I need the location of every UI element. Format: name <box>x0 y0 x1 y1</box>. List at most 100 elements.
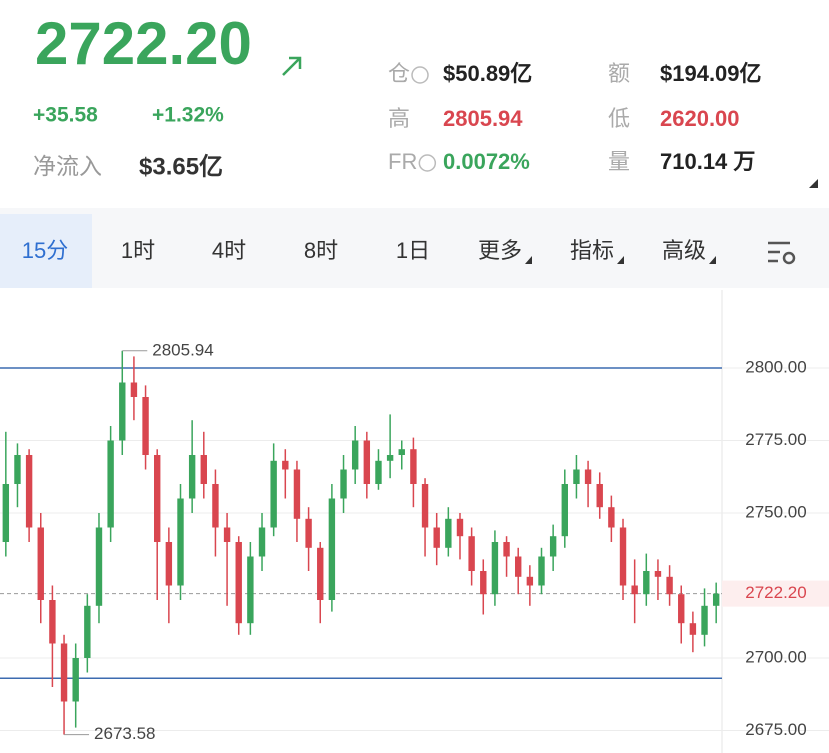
last-price-box <box>722 580 829 607</box>
tab[interactable]: 更多 <box>478 238 522 263</box>
candle-body <box>223 527 231 542</box>
stat-value: 0.0072% <box>443 149 530 174</box>
last-price-label: 2722.20 <box>745 583 806 602</box>
candle-body <box>25 455 33 528</box>
candle-body <box>678 594 685 624</box>
candle-body <box>584 469 592 484</box>
stat-value: $194.09亿 <box>660 61 762 86</box>
stat-value: 2620.00 <box>660 106 740 131</box>
candle-body <box>235 542 242 624</box>
y-tick-label: 2675.00 <box>745 720 806 739</box>
tab[interactable]: 15分 <box>22 238 68 263</box>
candle-body <box>456 518 464 537</box>
candle-body <box>107 440 114 528</box>
price: 2722.20 <box>35 10 252 77</box>
stat-value: 2805.94 <box>443 106 523 131</box>
candle-body <box>37 527 44 600</box>
tab-bar <box>0 208 829 288</box>
candle-body <box>200 455 207 484</box>
y-tick-label: 2750.00 <box>745 502 806 521</box>
stat-label: 额 <box>608 61 630 86</box>
stat-label: 量 <box>608 149 630 174</box>
candle-body <box>60 643 68 702</box>
stat-value: 710.14 万 <box>660 149 755 174</box>
candle-body <box>433 527 440 548</box>
candle-body <box>712 593 720 606</box>
candle-body <box>596 484 603 508</box>
candle-body <box>165 542 173 586</box>
low-annotation: 2673.58 <box>94 724 155 743</box>
y-tick-label: 2800.00 <box>745 357 806 376</box>
candle-body <box>386 455 394 461</box>
tab[interactable]: 1日 <box>396 238 430 263</box>
candle-body <box>363 440 371 484</box>
candle-body <box>375 460 382 484</box>
candle-body <box>561 484 568 537</box>
stat-label: 高 <box>388 106 410 131</box>
candle-body <box>445 518 452 548</box>
y-tick-label: 2775.00 <box>745 430 806 449</box>
info-icon <box>418 154 437 172</box>
candle-body <box>212 484 219 528</box>
candle-body <box>142 397 149 455</box>
candle-body <box>689 623 697 635</box>
candle-body <box>177 498 184 586</box>
net-inflow-label: 净流入 <box>33 153 102 179</box>
candle-body <box>49 600 56 644</box>
info-icon <box>411 66 429 84</box>
change: +35.58 <box>33 104 98 127</box>
candle-body <box>549 536 557 557</box>
candle-body <box>154 455 161 542</box>
dropdown-triangle <box>525 256 533 264</box>
up-arrow <box>282 56 302 76</box>
change-pct: +1.32% <box>152 104 224 127</box>
candle-body <box>340 469 347 499</box>
tab[interactable]: 1时 <box>121 238 155 263</box>
candle-body <box>188 455 196 499</box>
candle-body <box>643 571 650 595</box>
candle-body <box>72 658 79 702</box>
stat-label: FR <box>388 149 417 174</box>
candle-body <box>317 547 324 600</box>
candle-body <box>654 571 662 577</box>
stat-label: 仓 <box>388 61 410 86</box>
candle-body <box>2 484 10 542</box>
tab[interactable]: 4时 <box>212 238 246 263</box>
candle-body <box>468 536 475 571</box>
settings-icon[interactable] <box>768 241 796 265</box>
candle-body <box>573 469 580 484</box>
candle-body <box>515 556 522 577</box>
candle-body <box>84 605 91 658</box>
candle-body <box>526 576 534 586</box>
net-inflow: $3.65亿 <box>139 153 223 180</box>
candle-body <box>480 571 487 595</box>
expand-corner <box>809 179 818 188</box>
candle-body <box>666 576 673 595</box>
stat-value: $50.89亿 <box>443 61 532 86</box>
y-tick-label: 2700.00 <box>745 647 806 666</box>
candle-body <box>491 542 499 595</box>
candle-body <box>258 527 266 557</box>
stat-label: 低 <box>608 106 630 131</box>
candle-body <box>130 382 138 397</box>
candle-body <box>421 484 429 528</box>
tab[interactable]: 8时 <box>304 238 338 263</box>
candle-body <box>14 455 21 484</box>
candle-body <box>619 527 627 586</box>
candle-body <box>305 518 312 548</box>
candle-body <box>398 449 405 455</box>
candle-body <box>270 460 277 528</box>
candle-body <box>503 542 510 557</box>
candle-body <box>351 440 359 470</box>
dropdown-triangle <box>709 256 717 264</box>
candle-body <box>328 498 336 600</box>
tab[interactable]: 指标 <box>570 238 614 263</box>
candle-body <box>608 507 615 528</box>
dropdown-triangle <box>617 256 625 264</box>
active-tab-bg <box>0 214 92 288</box>
candle-body <box>119 382 126 441</box>
candle-body <box>631 585 638 595</box>
tab[interactable]: 高级 <box>662 238 706 263</box>
